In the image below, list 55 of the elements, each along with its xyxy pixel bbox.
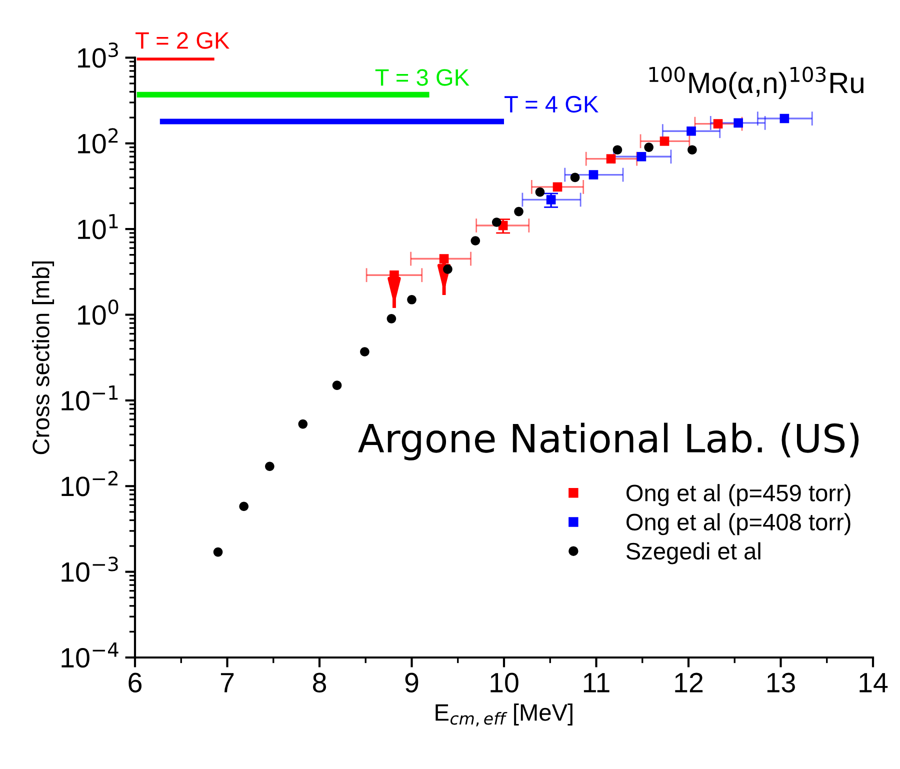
legend-label: Ong et al (p=408 torr) [626,513,850,536]
annotation: T = 3 GK [375,69,470,86]
point [588,170,598,180]
x-axis-title: E$_{cm,eff}$ [MeV] [436,704,572,726]
legend-label: Ong et al (p=459 torr) [626,484,850,506]
point [612,145,622,155]
point [644,142,654,152]
point [606,154,616,164]
point [686,126,696,136]
x-tick-label: 8 [312,672,326,692]
point [386,314,396,324]
point [535,187,545,197]
point [407,294,416,304]
point [332,380,342,390]
x-tick-label: 6 [128,672,142,692]
annotation: T = 4 GK [504,96,598,113]
point [470,236,480,246]
point [780,114,790,124]
x-tick-label: 13 [767,672,795,692]
point [688,145,697,155]
y-tick-label: 10$^{0}$ [78,300,118,325]
point [570,172,580,182]
point [239,502,249,512]
x-tick-label: 9 [405,672,418,692]
point [298,419,308,429]
point [439,254,449,264]
y-axis-title: Cross section [mb] [32,262,54,454]
legend-label: Szegedi et al [626,542,760,564]
point [360,347,370,356]
x-tick-label: 14 [860,673,888,692]
x-tick-label: 12 [675,672,703,692]
y-tick-label: 10$^{−4}$ [62,642,118,668]
y-tick-label: 10$^{1}$ [78,214,118,240]
x-tick-label: 10 [490,672,518,692]
point [546,195,556,204]
x-tick-label: 7 [220,673,234,692]
y-tick-label: 10$^{3}$ [78,42,118,68]
point [514,206,524,216]
point [713,119,723,128]
x-tick-label: 11 [584,673,610,692]
point [636,152,646,162]
y-tick-label: 10$^{−3}$ [62,556,118,582]
point [734,118,743,128]
point [265,462,274,472]
y-tick-label: 10$^{2}$ [78,128,118,154]
annotation: Argone National Lab. (US) [358,422,859,460]
point [443,264,452,274]
annotation: T = 2 GK [136,32,230,49]
point [660,136,670,146]
chart-title: $^{100}$Mo(α,n)$^{103}$Ru [649,66,864,100]
y-tick-label: 10$^{−2}$ [62,470,118,496]
y-tick-label: 10$^{−1}$ [62,385,118,411]
point [213,547,223,557]
point [492,218,502,227]
point [552,182,562,192]
